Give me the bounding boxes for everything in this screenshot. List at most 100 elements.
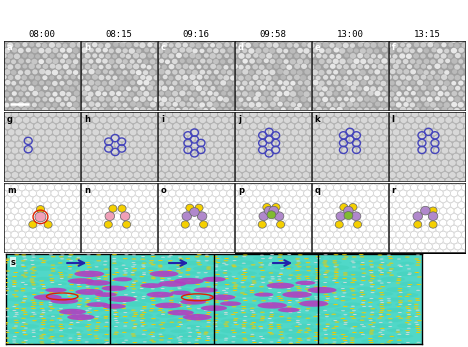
Circle shape [154, 184, 161, 191]
Circle shape [242, 219, 249, 226]
Circle shape [305, 287, 324, 291]
Circle shape [188, 123, 195, 129]
Circle shape [155, 32, 161, 37]
Circle shape [21, 266, 26, 267]
Circle shape [421, 190, 429, 197]
Circle shape [423, 166, 430, 172]
Circle shape [131, 272, 135, 273]
Circle shape [377, 288, 382, 289]
Circle shape [235, 49, 240, 53]
Circle shape [48, 274, 53, 276]
Circle shape [15, 237, 22, 244]
Circle shape [157, 225, 164, 232]
Circle shape [52, 37, 58, 42]
Circle shape [99, 190, 106, 197]
Circle shape [112, 280, 117, 281]
Circle shape [35, 212, 46, 222]
Circle shape [148, 334, 154, 335]
Circle shape [171, 113, 176, 118]
Circle shape [139, 288, 144, 289]
Circle shape [58, 284, 62, 285]
Circle shape [29, 42, 34, 47]
Circle shape [256, 59, 262, 64]
Circle shape [421, 107, 426, 112]
Circle shape [176, 166, 184, 172]
Circle shape [45, 129, 52, 136]
Circle shape [109, 27, 114, 32]
Circle shape [14, 320, 19, 321]
Circle shape [205, 225, 212, 232]
Circle shape [95, 266, 99, 267]
Circle shape [323, 344, 329, 345]
Circle shape [227, 48, 234, 53]
Circle shape [206, 338, 211, 339]
Circle shape [306, 129, 314, 136]
Circle shape [178, 272, 183, 273]
Circle shape [295, 276, 300, 277]
Circle shape [245, 64, 251, 69]
Circle shape [396, 278, 402, 279]
Circle shape [311, 178, 318, 185]
Circle shape [304, 111, 312, 117]
Circle shape [212, 178, 219, 185]
Circle shape [231, 107, 237, 112]
Circle shape [400, 31, 406, 36]
Circle shape [220, 59, 226, 64]
Circle shape [22, 202, 29, 209]
Circle shape [407, 190, 414, 197]
Circle shape [206, 153, 214, 160]
Circle shape [113, 318, 130, 322]
Circle shape [403, 196, 410, 203]
Circle shape [242, 26, 248, 31]
Circle shape [23, 296, 27, 297]
Circle shape [148, 160, 156, 166]
Circle shape [136, 27, 141, 32]
Circle shape [345, 153, 353, 160]
Circle shape [52, 70, 58, 75]
Circle shape [327, 160, 334, 166]
Circle shape [449, 135, 456, 142]
Circle shape [193, 59, 198, 64]
Circle shape [83, 54, 88, 59]
Circle shape [247, 113, 253, 119]
Circle shape [334, 307, 354, 312]
Circle shape [86, 264, 91, 265]
Circle shape [201, 219, 209, 226]
Circle shape [156, 135, 163, 142]
Circle shape [4, 69, 10, 75]
Circle shape [5, 274, 9, 276]
Circle shape [86, 284, 91, 285]
Circle shape [323, 310, 327, 311]
Circle shape [425, 231, 432, 238]
Circle shape [373, 213, 381, 220]
Circle shape [186, 296, 191, 297]
Circle shape [151, 304, 156, 305]
Circle shape [29, 213, 37, 220]
Circle shape [464, 147, 468, 154]
Circle shape [259, 108, 265, 113]
Circle shape [11, 243, 18, 250]
Circle shape [215, 274, 220, 275]
Circle shape [18, 58, 24, 64]
Circle shape [372, 160, 379, 166]
Circle shape [210, 172, 218, 178]
Circle shape [170, 81, 176, 86]
Circle shape [238, 32, 243, 36]
Circle shape [83, 108, 89, 113]
Circle shape [269, 178, 276, 185]
Circle shape [118, 205, 126, 212]
Circle shape [301, 32, 306, 36]
Circle shape [453, 117, 460, 124]
Circle shape [431, 70, 436, 75]
Circle shape [285, 243, 293, 250]
Circle shape [21, 282, 40, 286]
Circle shape [308, 178, 315, 185]
Circle shape [24, 102, 31, 108]
Circle shape [48, 304, 52, 305]
Circle shape [306, 282, 310, 283]
Circle shape [67, 314, 95, 320]
Circle shape [216, 184, 223, 191]
Circle shape [441, 85, 447, 91]
Circle shape [308, 237, 315, 244]
Circle shape [21, 264, 25, 265]
